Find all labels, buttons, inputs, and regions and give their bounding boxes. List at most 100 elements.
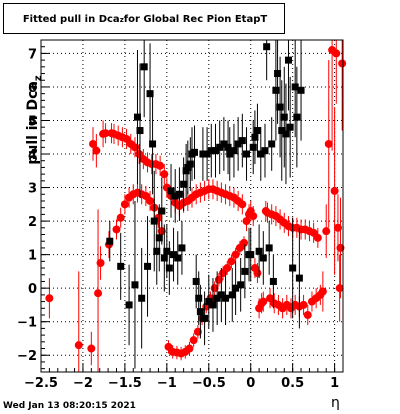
data-point-circle: [45, 294, 54, 303]
data-point-square: [269, 277, 277, 285]
data-point-square: [106, 237, 114, 245]
data-point-square: [293, 113, 301, 121]
y-axis-label-text: pull in Dca: [25, 81, 41, 165]
data-point-circle: [116, 213, 125, 222]
data-point-square: [192, 277, 200, 285]
data-point-circle: [324, 139, 333, 148]
y-tick-label: 3: [28, 182, 37, 197]
data-point-square: [207, 147, 215, 155]
x-tick-label: 0: [246, 376, 255, 391]
data-point-square: [144, 262, 152, 270]
data-point-square: [196, 308, 204, 316]
data-points: [45, 40, 347, 372]
data-point-square: [136, 127, 144, 135]
data-point-circle: [112, 225, 121, 234]
data-point-circle: [303, 310, 312, 319]
data-point-circle: [335, 284, 344, 293]
data-point-square: [257, 150, 265, 158]
data-point-square: [149, 140, 157, 148]
data-point-circle: [333, 223, 342, 232]
y-tick-label: 1: [28, 249, 37, 264]
data-point-square: [272, 86, 280, 94]
data-point-circle: [330, 186, 339, 195]
data-point-square: [289, 264, 297, 272]
data-point-square: [243, 150, 251, 158]
data-point-square: [278, 127, 286, 135]
data-point-square: [251, 133, 259, 141]
y-tick-label: −1: [17, 316, 37, 331]
data-point-circle: [313, 233, 322, 242]
data-point-circle: [322, 227, 331, 236]
data-point-square: [226, 150, 234, 158]
y-axis-label-subscript: z: [32, 75, 44, 82]
data-point-circle: [240, 238, 249, 247]
data-point-square: [255, 247, 263, 255]
data-point-circle: [120, 200, 129, 209]
title-box: Fitted pull in Dca z for Global Rec Pion …: [3, 3, 285, 34]
data-point-square: [195, 294, 203, 302]
y-tick-label: 2: [28, 215, 37, 230]
series-red: [45, 40, 347, 372]
data-point-square: [186, 160, 194, 168]
data-point-square: [228, 291, 236, 299]
data-point-square: [146, 90, 154, 98]
data-point-circle: [259, 297, 268, 306]
data-point-circle: [238, 200, 247, 209]
data-point-circle: [242, 217, 251, 226]
data-point-square: [280, 113, 288, 121]
series-black: [106, 40, 305, 369]
data-point-square: [167, 187, 175, 195]
data-point-square: [249, 143, 257, 151]
data-point-square: [138, 294, 146, 302]
data-point-square: [286, 123, 294, 131]
data-point-square: [201, 314, 209, 322]
data-point-square: [274, 70, 282, 78]
data-point-square: [238, 137, 246, 145]
x-axis-label: η: [331, 395, 340, 411]
data-point-square: [291, 83, 299, 91]
data-point-square: [297, 86, 305, 94]
data-point-circle: [223, 264, 232, 273]
data-point-square: [220, 140, 228, 148]
data-point-circle: [156, 161, 165, 170]
data-point-circle: [231, 250, 240, 259]
timestamp: Wed Jan 13 08:20:15 2021: [3, 401, 136, 411]
data-point-square: [268, 140, 276, 148]
y-tick-label: 7: [28, 47, 37, 62]
title-suffix: for Global Rec Pion EtapT: [123, 14, 268, 25]
y-tick-label: 0: [28, 282, 37, 297]
data-point-square: [232, 284, 240, 292]
x-tick-label: −2: [73, 376, 93, 391]
data-point-square: [224, 143, 232, 151]
data-point-square: [216, 143, 224, 151]
data-point-square: [163, 247, 171, 255]
data-point-circle: [253, 269, 262, 278]
data-point-circle: [336, 243, 345, 252]
data-point-square: [133, 113, 141, 121]
data-point-circle: [74, 341, 83, 350]
data-point-square: [117, 262, 125, 270]
x-tick-label: −1.5: [108, 376, 142, 391]
data-point-circle: [130, 143, 139, 152]
data-point-square: [131, 281, 139, 289]
data-point-circle: [193, 327, 202, 336]
data-point-square: [178, 244, 186, 252]
data-point-square: [265, 244, 273, 252]
data-point-circle: [338, 59, 347, 68]
data-point-square: [203, 150, 211, 158]
data-point-circle: [87, 344, 96, 353]
data-point-square: [276, 103, 284, 111]
data-point-square: [140, 63, 148, 71]
data-point-circle: [189, 336, 198, 345]
data-point-square: [199, 150, 207, 158]
data-point-circle: [249, 212, 258, 221]
data-point-square: [125, 301, 133, 309]
data-point-square: [153, 247, 161, 255]
data-point-circle: [96, 259, 105, 268]
data-point-square: [170, 251, 178, 259]
data-point-square: [237, 281, 245, 289]
data-point-circle: [92, 146, 101, 155]
data-point-square: [155, 234, 163, 242]
data-point-square: [222, 294, 230, 302]
data-point-circle: [160, 170, 169, 179]
